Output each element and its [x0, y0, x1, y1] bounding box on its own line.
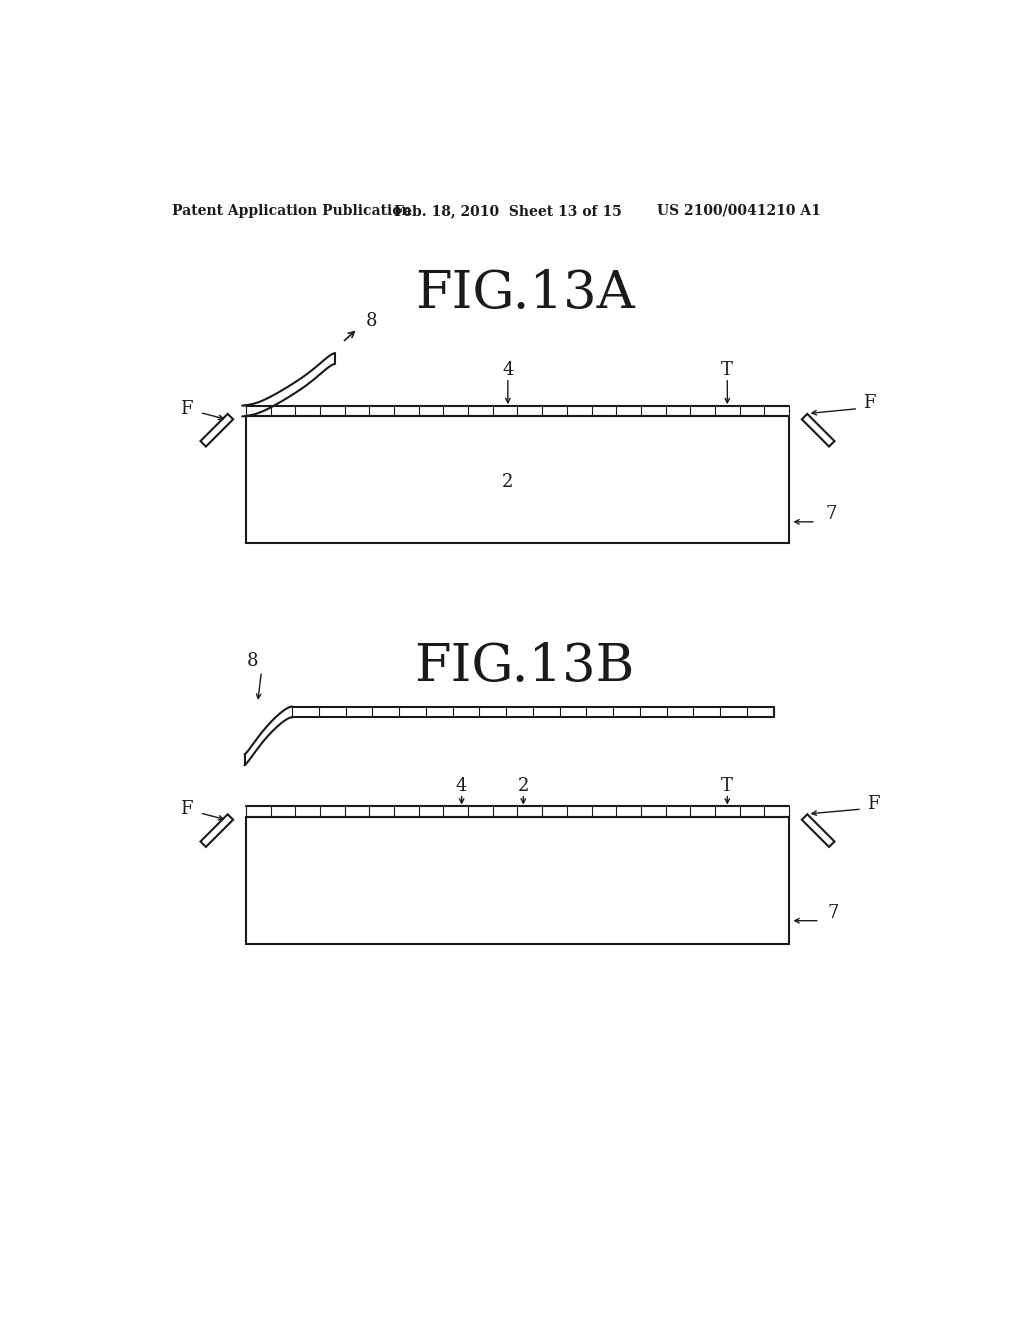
- Text: 4: 4: [456, 777, 467, 795]
- Text: F: F: [867, 795, 880, 813]
- Text: Patent Application Publication: Patent Application Publication: [172, 203, 412, 218]
- Text: Feb. 18, 2010  Sheet 13 of 15: Feb. 18, 2010 Sheet 13 of 15: [394, 203, 622, 218]
- Text: 7: 7: [827, 904, 839, 921]
- Text: 8: 8: [366, 312, 377, 330]
- Text: F: F: [180, 400, 193, 417]
- Text: 7: 7: [825, 506, 837, 523]
- Text: 2: 2: [502, 473, 514, 491]
- Text: F: F: [180, 800, 193, 818]
- Text: F: F: [863, 395, 876, 412]
- Text: T: T: [721, 362, 733, 379]
- Text: 4: 4: [502, 362, 514, 379]
- Text: US 2100/0041210 A1: US 2100/0041210 A1: [657, 203, 821, 218]
- Text: T: T: [721, 777, 733, 795]
- Text: FIG.13A: FIG.13A: [415, 268, 635, 318]
- Text: 2: 2: [517, 777, 529, 795]
- Text: FIG.13B: FIG.13B: [415, 642, 635, 692]
- Text: 8: 8: [247, 652, 258, 671]
